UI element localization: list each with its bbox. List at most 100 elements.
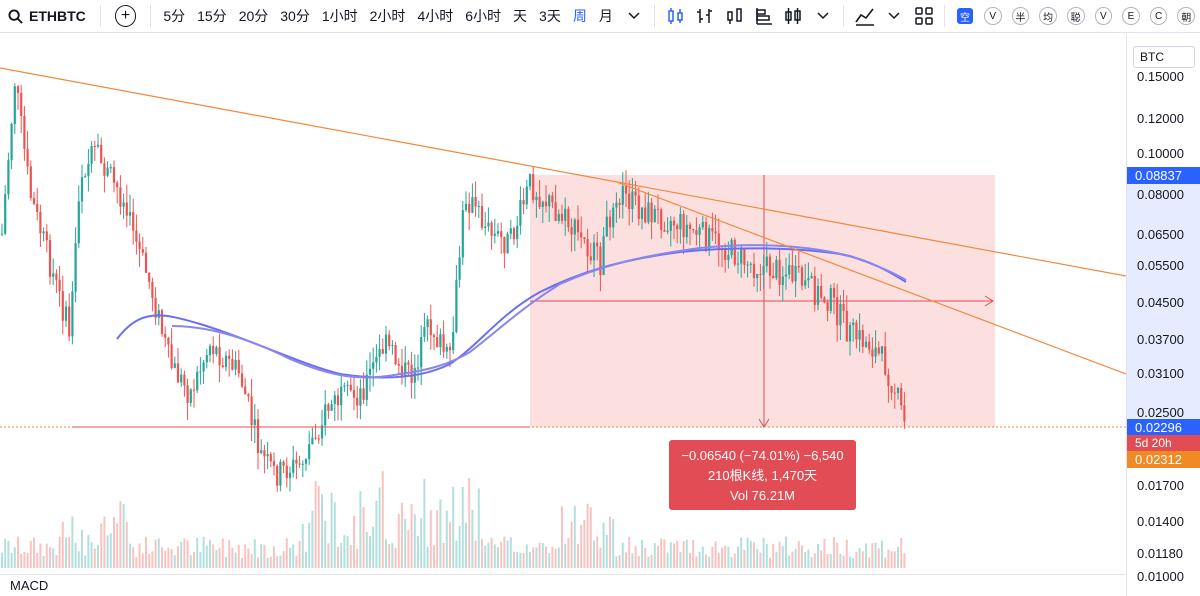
candle-body [544,201,548,207]
toggle-v2[interactable]: V [1094,7,1113,25]
volume-bar [845,539,848,568]
toggle-half[interactable]: 半 [1011,7,1030,25]
volume-bar [317,486,320,568]
volume-bar [564,543,567,568]
candle-body [362,388,365,400]
volume-bar [599,547,602,568]
interval-3d[interactable]: 3天 [539,8,561,24]
candle-body [519,200,522,226]
candle-body [692,229,695,231]
interval-5m[interactable]: 5分 [163,8,186,24]
toggle-morning[interactable]: 朝 [1177,7,1196,25]
candle-body [263,450,266,457]
hollow-candles-button[interactable] [720,0,749,33]
candle-body [839,303,842,326]
toggle-smart[interactable]: 聪 [1066,7,1085,25]
candle-body [29,166,32,199]
volume-bar [439,499,442,568]
candle-body [589,256,592,261]
interval-1w[interactable]: 周 [572,8,587,24]
candle-body [170,344,173,368]
pane-divider[interactable] [0,574,1126,575]
candle-body [122,202,125,207]
volume-bar [474,540,477,568]
price-scale[interactable] [1126,34,1200,596]
volume-bar [119,501,122,568]
candle-body [372,362,375,369]
toggle-c[interactable]: C [1149,7,1168,25]
volume-bar [4,538,7,568]
volume-bar [241,557,243,568]
candle-body [583,237,586,240]
volume-bar [333,502,336,568]
toggle-short[interactable]: 空 [957,8,973,24]
volume-bar [33,537,35,568]
interval-30m[interactable]: 30分 [280,8,310,24]
volume-bar [1,552,3,568]
chart-type-dropdown[interactable] [808,0,837,33]
volume-bar [353,515,355,568]
volume-bar [852,557,855,568]
volume-bar [775,552,778,568]
candle-body [762,266,765,275]
candle-body [356,397,359,406]
interval-1M[interactable]: 月 [598,8,613,24]
toggle-v1[interactable]: V [983,7,1002,25]
candle-body [247,394,250,397]
volume-profile-button[interactable] [749,0,778,33]
interval-2h[interactable]: 2小时 [369,8,406,24]
interval-15m[interactable]: 15分 [197,8,227,24]
candle-body [314,437,317,439]
price-tick: 0.01180 [1137,546,1184,561]
candle-body [855,322,858,340]
moving-average-2 [171,244,907,379]
volume-bar [359,491,362,568]
candle-body [621,186,624,205]
candle-body [196,371,199,391]
volume-bar [605,535,608,568]
candle-body [784,274,788,277]
chart-style-button[interactable] [779,0,808,33]
volume-bar [125,522,128,568]
candles-button[interactable] [661,0,690,33]
candle-body [756,274,759,279]
candle-body [32,198,36,204]
interval-4h[interactable]: 4小时 [417,8,454,24]
interval-6h[interactable]: 6小时 [465,8,502,24]
interval-20m[interactable]: 20分 [238,8,269,24]
volume-bar [356,548,359,568]
candle-body [298,463,301,465]
volume-bar [100,523,103,568]
volume-bar [756,548,759,568]
candle-body [231,359,234,370]
candle-body [506,233,509,254]
currency-select[interactable]: BTC [1133,46,1195,68]
candle-body [429,319,432,336]
volume-bars [1,471,906,568]
bars-button[interactable] [691,0,720,33]
volume-bar [407,530,410,568]
add-symbol-button[interactable]: + [114,5,137,27]
interval-1d[interactable]: 天 [513,8,528,24]
interval-1h[interactable]: 1小时 [321,8,358,24]
macd-pane-label[interactable]: MACD [10,578,49,593]
volume-bar [890,551,893,568]
toggle-e[interactable]: E [1122,7,1140,25]
interval-dropdown[interactable] [619,0,648,33]
volume-bar [122,504,125,568]
chart-pane[interactable] [0,34,1126,574]
toggle-avg[interactable]: 均 [1039,7,1057,25]
indicators-button[interactable] [850,0,879,33]
volume-bar [487,542,490,568]
symbol-search[interactable]: ETHBTC [0,0,94,33]
volume-bar [61,521,64,568]
candles-icon [668,8,683,24]
volume-bar [679,552,682,568]
indicators-icon [855,8,874,26]
layout-button[interactable] [909,0,938,33]
indicators-dropdown[interactable] [880,0,909,33]
candle-body [679,214,682,230]
volume-bar [132,546,135,568]
candle-body [276,465,279,486]
candle-body [778,259,781,285]
